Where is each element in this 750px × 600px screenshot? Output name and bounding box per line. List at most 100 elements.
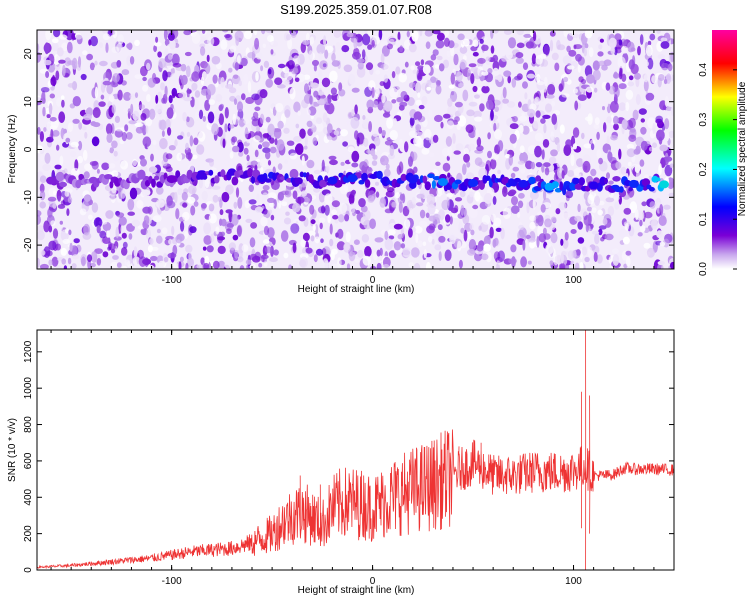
heatmap-noise-blob bbox=[382, 112, 391, 118]
heatmap-noise-blob bbox=[270, 49, 274, 55]
heatmap-noise-blob bbox=[473, 110, 482, 118]
heatmap-noise-blob bbox=[186, 131, 191, 137]
heatmap-noise-blob bbox=[236, 101, 244, 113]
heatmap-noise-blob bbox=[180, 221, 185, 232]
heatmap-noise-blob bbox=[161, 130, 165, 138]
heatmap-noise-blob bbox=[479, 103, 485, 112]
heatmap-noise-blob bbox=[460, 39, 465, 48]
heatmap-noise-blob bbox=[284, 71, 293, 81]
heatmap-noise-blob bbox=[332, 214, 339, 220]
heatmap-noise-blob bbox=[652, 122, 656, 135]
heatmap-noise-blob bbox=[233, 74, 239, 79]
heatmap-noise-blob bbox=[171, 53, 180, 66]
heatmap-noise-blob bbox=[481, 214, 491, 225]
heatmap-noise-blob bbox=[424, 128, 432, 141]
heatmap-noise-blob bbox=[46, 114, 51, 119]
heatmap-noise-blob bbox=[584, 256, 590, 263]
heatmap-noise-blob bbox=[115, 226, 120, 239]
heatmap-noise-blob bbox=[408, 43, 417, 53]
heatmap-noise-blob bbox=[543, 44, 550, 57]
heatmap-band-peak bbox=[257, 174, 268, 183]
heatmap-noise-blob bbox=[263, 261, 268, 267]
heatmap-noise-blob bbox=[319, 60, 328, 70]
heatmap-noise-blob bbox=[583, 143, 593, 149]
heatmap-noise-blob bbox=[253, 30, 258, 36]
heatmap-noise-blob bbox=[367, 30, 373, 37]
heatmap-noise-blob bbox=[344, 214, 350, 222]
heatmap-noise-blob bbox=[140, 65, 148, 77]
heatmap-noise-blob bbox=[290, 31, 297, 38]
heatmap-noise-blob bbox=[269, 146, 277, 154]
heatmap-noise-blob bbox=[83, 171, 90, 179]
heatmap-noise-blob bbox=[352, 51, 361, 60]
heatmap-noise-blob bbox=[47, 196, 57, 202]
heatmap-noise-blob bbox=[460, 227, 465, 234]
heatmap-noise-blob bbox=[142, 84, 149, 92]
heatmap-noise-blob bbox=[50, 76, 57, 87]
heatmap-noise-blob bbox=[333, 30, 342, 38]
heatmap-noise-blob bbox=[163, 256, 169, 263]
heatmap-noise-blob bbox=[587, 246, 593, 258]
heatmap-noise-blob bbox=[416, 138, 424, 148]
heatmap-noise-blob bbox=[323, 35, 327, 47]
y-tick-label: 1200 bbox=[23, 340, 34, 363]
snr-series-line bbox=[37, 330, 674, 570]
heatmap-noise-blob bbox=[175, 234, 183, 244]
heatmap-noise-blob bbox=[234, 249, 239, 259]
heatmap-noise-blob bbox=[207, 111, 215, 124]
heatmap-noise-blob bbox=[396, 39, 402, 49]
heatmap-noise-blob bbox=[315, 248, 324, 256]
heatmap-noise-blob bbox=[431, 238, 435, 245]
heatmap-noise-blob bbox=[417, 92, 421, 98]
heatmap-noise-blob bbox=[419, 30, 423, 37]
heatmap-noise-blob bbox=[56, 97, 62, 107]
heatmap-noise-blob bbox=[455, 143, 464, 151]
heatmap-noise-blob bbox=[325, 165, 330, 173]
y-tick-label: 800 bbox=[23, 416, 34, 433]
heatmap-noise-blob bbox=[203, 222, 212, 235]
heatmap-noise-blob bbox=[37, 126, 41, 135]
heatmap-noise-blob bbox=[538, 233, 547, 243]
heatmap-noise-blob bbox=[309, 204, 315, 215]
heatmap-noise-blob bbox=[661, 62, 669, 71]
heatmap-noise-blob bbox=[550, 131, 554, 141]
heatmap-noise-blob bbox=[527, 260, 532, 265]
heatmap-noise-blob bbox=[645, 92, 655, 101]
heatmap-noise-blob bbox=[384, 238, 394, 251]
heatmap-noise-blob bbox=[503, 70, 512, 77]
heatmap-noise-blob bbox=[511, 256, 516, 268]
heatmap-noise-blob bbox=[186, 116, 190, 123]
heatmap-noise-blob bbox=[164, 48, 169, 56]
heatmap-noise-blob bbox=[639, 34, 644, 45]
heatmap-noise-blob bbox=[261, 30, 266, 35]
heatmap-band-cell bbox=[186, 169, 193, 180]
heatmap-noise-blob bbox=[170, 73, 178, 81]
heatmap-noise-blob bbox=[573, 44, 577, 50]
heatmap-noise-blob bbox=[360, 205, 368, 213]
heatmap-noise-blob bbox=[408, 130, 418, 138]
heatmap-noise-blob bbox=[168, 238, 173, 245]
heatmap-noise-blob bbox=[228, 242, 236, 251]
heatmap-noise-blob bbox=[425, 261, 431, 269]
heatmap-noise-blob bbox=[331, 248, 338, 255]
heatmap-noise-blob bbox=[346, 32, 354, 38]
heatmap-noise-blob bbox=[516, 30, 524, 36]
heatmap-noise-blob bbox=[264, 246, 273, 254]
heatmap-noise-blob bbox=[411, 30, 419, 42]
heatmap-noise-blob bbox=[292, 66, 298, 74]
heatmap-noise-blob bbox=[321, 248, 327, 256]
heatmap-noise-blob bbox=[436, 55, 443, 61]
heatmap-noise-blob bbox=[398, 201, 403, 214]
heatmap-band-peak bbox=[327, 176, 338, 185]
heatmap-noise-blob bbox=[472, 85, 478, 93]
heatmap-noise-blob bbox=[454, 197, 463, 202]
heatmap-noise-blob bbox=[613, 195, 620, 201]
heatmap-noise-blob bbox=[361, 234, 370, 243]
heatmap-noise-blob bbox=[305, 32, 310, 41]
heatmap-noise-blob bbox=[490, 152, 499, 161]
heatmap-noise-blob bbox=[122, 107, 129, 113]
heatmap-noise-blob bbox=[201, 71, 208, 81]
heatmap-noise-blob bbox=[301, 190, 308, 197]
heatmap-noise-blob bbox=[180, 74, 188, 86]
heatmap-noise-blob bbox=[507, 37, 517, 49]
